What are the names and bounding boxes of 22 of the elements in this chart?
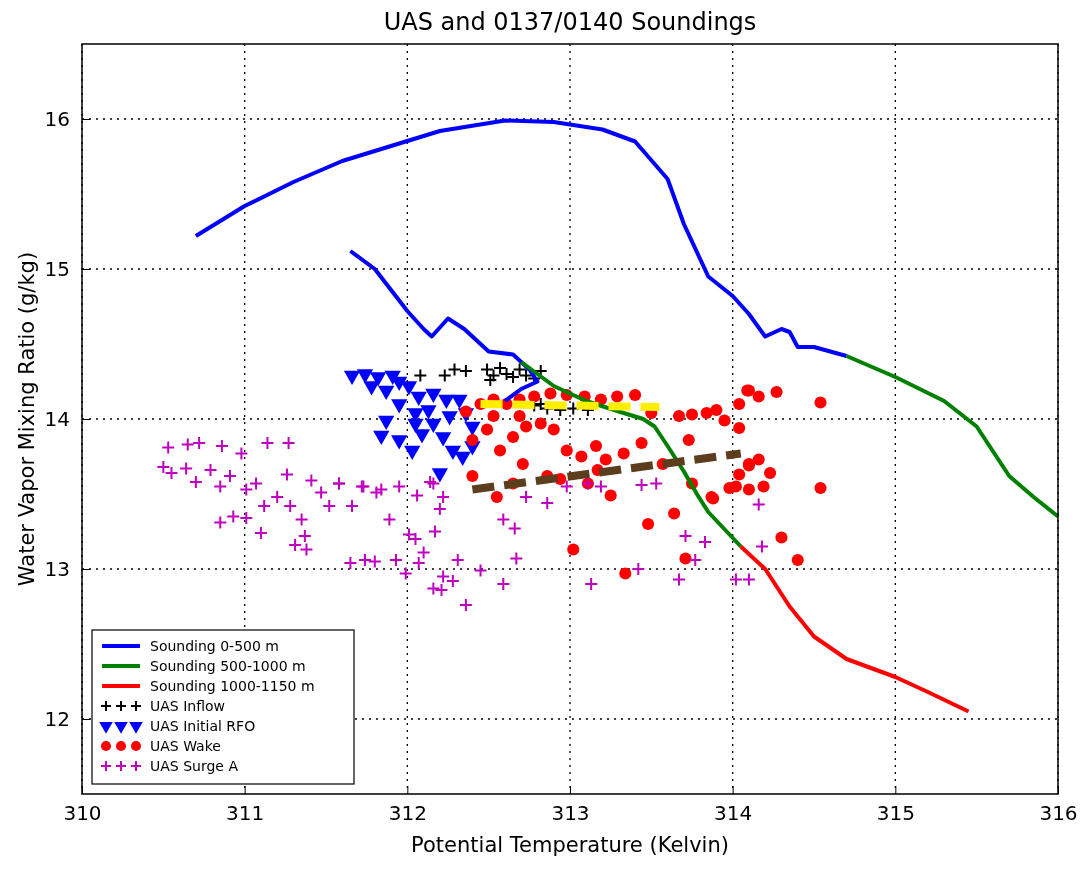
legend-label: Sounding 500-1000 m	[150, 658, 306, 674]
x-tick-label: 312	[388, 801, 427, 826]
x-tick-label: 316	[1039, 801, 1078, 826]
x-axis-title: Potential Temperature (Kelvin)	[411, 833, 729, 857]
legend-label: UAS Inflow	[150, 698, 225, 714]
chart-title: UAS and 0137/0140 Soundings	[383, 8, 757, 36]
x-tick-label: 315	[876, 801, 915, 826]
legend-label: Sounding 1000-1150 m	[150, 678, 315, 694]
x-tick-label: 314	[714, 801, 753, 826]
x-tick-label: 310	[63, 801, 102, 826]
y-tick-label: 14	[44, 406, 70, 431]
y-tick-label: 13	[44, 556, 70, 581]
y-axis-title: Water Vapor Mixing Ratio (g/kg)	[15, 251, 39, 587]
x-tick-label: 313	[551, 801, 590, 826]
y-tick-label: 16	[44, 106, 70, 131]
y-tick-label: 12	[44, 706, 70, 731]
legend-label: UAS Wake	[150, 738, 221, 754]
legend-label: UAS Surge A	[150, 758, 239, 774]
y-tick-label: 15	[44, 256, 70, 281]
legend-label: UAS Initial RFO	[150, 718, 256, 734]
legend-label: Sounding 0-500 m	[150, 638, 279, 654]
x-tick-label: 311	[226, 801, 265, 826]
